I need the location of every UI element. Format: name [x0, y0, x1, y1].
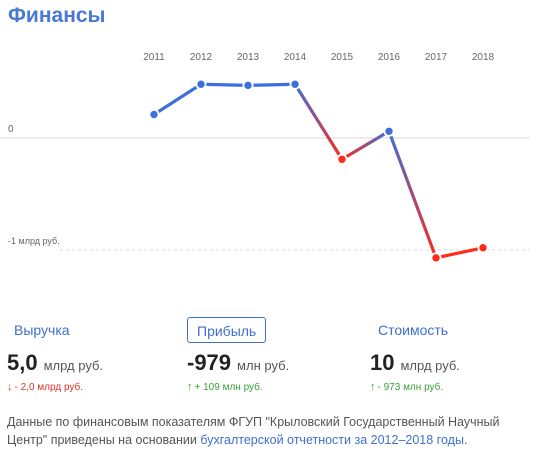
value-number: 10 — [370, 350, 395, 375]
series-line-segment — [387, 129, 438, 260]
x-tick-label: 2015 — [331, 52, 354, 63]
series-line-segment — [434, 246, 485, 260]
profit-value: -979 млн руб. — [187, 350, 289, 376]
value-unit: млрд руб. — [400, 358, 460, 373]
revenue-delta: ↓ - 2,0 млрд руб. — [7, 381, 83, 393]
data-point[interactable] — [430, 252, 442, 264]
series-line-segment — [293, 82, 344, 161]
revenue-unit: млрд руб. — [43, 358, 104, 373]
data-source-note: Данные по финансовым показателям ФГУП "К… — [7, 413, 532, 449]
revenue-delta-text: - 2,0 млрд руб. — [14, 382, 84, 393]
y-tick-label: 0 — [8, 124, 14, 135]
series-line-segment — [246, 82, 297, 87]
data-point[interactable] — [195, 78, 207, 90]
tab-value[interactable]: Стоимость — [378, 322, 449, 338]
data-point[interactable] — [242, 79, 254, 91]
footnote-text: Данные по финансовым показателям ФГУП "К… — [7, 415, 500, 447]
profit-delta-text: + 109 млн руб. — [194, 382, 263, 393]
arrow-up-icon: ↑ — [370, 381, 376, 393]
x-tick-label: 2012 — [190, 52, 213, 63]
profit-unit: млн руб. — [237, 358, 290, 373]
profit-line-chart: 2011 2012 2013 2014 2015 2016 2017 2018 0 -1 млрд… — [0, 52, 530, 264]
y-tick-label: -1 млрд руб. — [8, 236, 60, 246]
x-tick-label: 2016 — [378, 52, 401, 63]
series-line-segment — [152, 82, 203, 117]
value-delta: ↑ - 973 млн руб. — [370, 381, 443, 393]
data-point[interactable] — [289, 78, 301, 90]
profit-number: -979 — [187, 350, 232, 375]
footnote-end: . — [463, 433, 468, 447]
series-line-segment — [340, 129, 391, 161]
data-point[interactable] — [336, 153, 348, 165]
x-tick-label: 2011 — [143, 52, 165, 63]
x-tick-label: 2013 — [237, 52, 260, 63]
value-value: 10 млрд руб. — [370, 350, 460, 376]
x-tick-label: 2018 — [472, 52, 495, 63]
section-title: Финансы — [8, 4, 106, 27]
tab-profit[interactable]: Прибыль — [187, 317, 267, 343]
series-line-segment — [199, 82, 250, 87]
profit-delta: ↑ + 109 млн руб. — [187, 381, 263, 393]
x-tick-label: 2014 — [284, 52, 307, 63]
data-point[interactable] — [148, 108, 160, 120]
revenue-value: 5,0 млрд руб. — [7, 350, 103, 376]
x-tick-label: 2017 — [425, 52, 448, 63]
financial-reports-link[interactable]: бухгалтерской отчетности за 2012–2018 го… — [200, 433, 464, 447]
arrow-up-icon: ↑ — [187, 381, 193, 393]
data-point[interactable] — [383, 125, 395, 137]
arrow-down-icon: ↓ — [7, 381, 13, 393]
value-delta-text: - 973 млн руб. — [377, 382, 444, 393]
revenue-number: 5,0 — [7, 350, 38, 375]
data-point[interactable] — [477, 242, 489, 254]
tab-revenue[interactable]: Выручка — [14, 322, 70, 338]
